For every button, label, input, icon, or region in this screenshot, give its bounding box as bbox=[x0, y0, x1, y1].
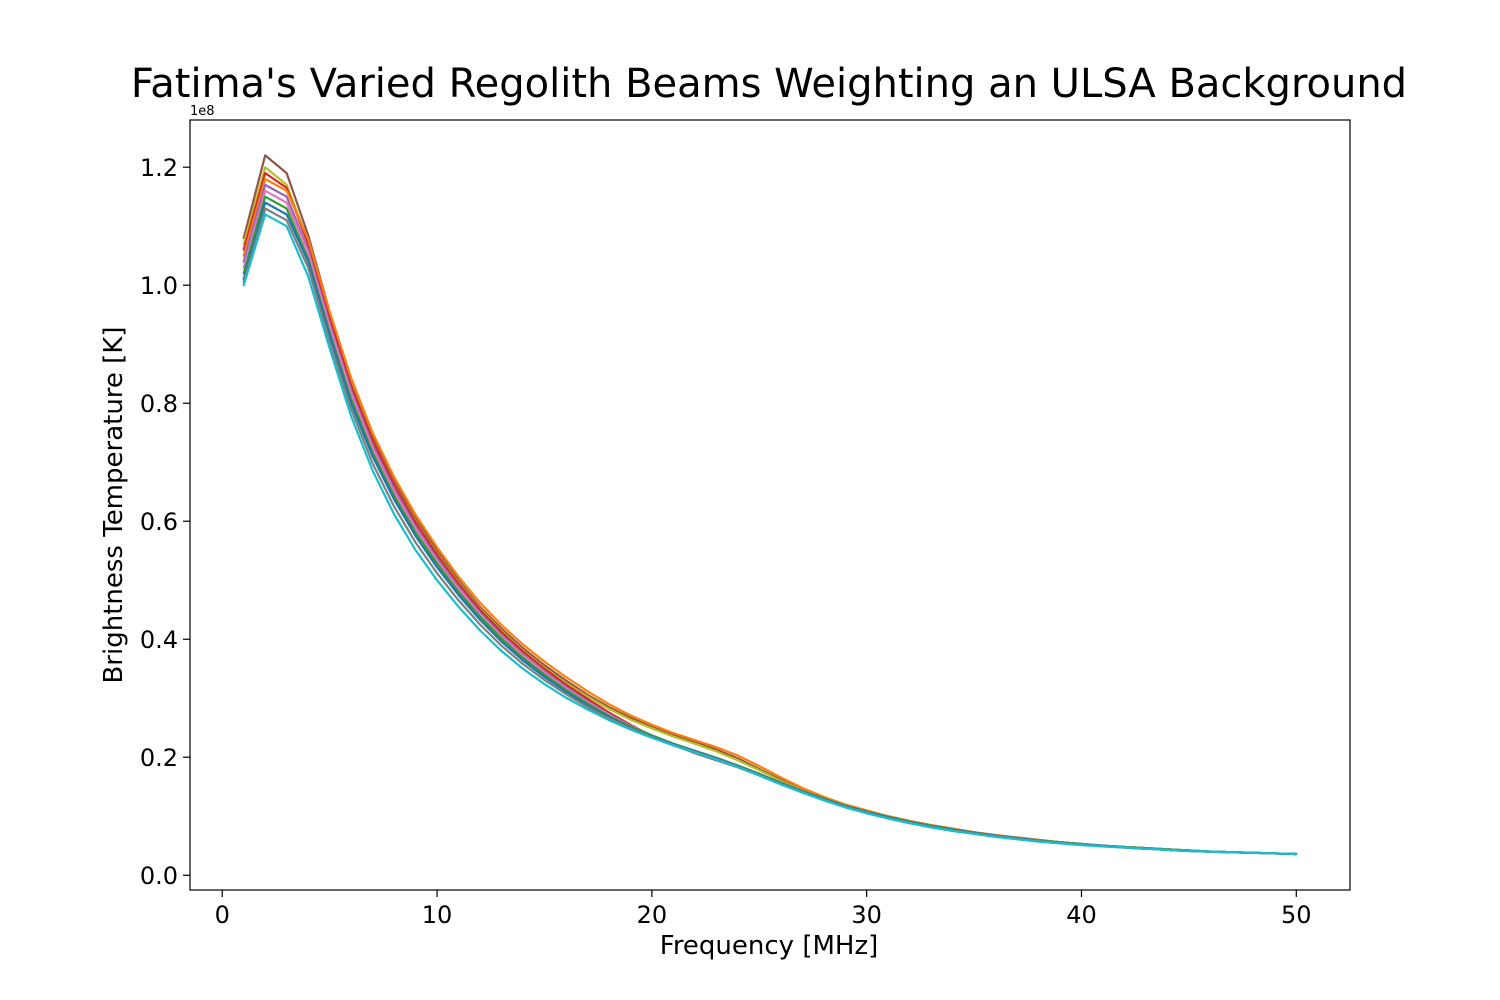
x-tick-label: 30 bbox=[851, 901, 882, 929]
y-axis-label: Brightness Temperature [K] bbox=[99, 326, 129, 683]
chart-title: Fatima's Varied Regolith Beams Weighting… bbox=[131, 61, 1407, 107]
y-tick-label: 0.0 bbox=[140, 862, 178, 890]
plot-frame bbox=[189, 119, 1351, 891]
x-tick-label: 0 bbox=[215, 901, 230, 929]
x-axis-label: Frequency [MHz] bbox=[660, 931, 879, 961]
series-layer bbox=[242, 154, 1298, 856]
x-tick-label: 50 bbox=[1281, 901, 1312, 929]
x-tick-label: 10 bbox=[422, 901, 453, 929]
y-tick-label: 0.4 bbox=[140, 626, 178, 654]
x-tick-label: 20 bbox=[637, 901, 668, 929]
series-line-10 bbox=[242, 213, 1298, 856]
y-tick-label: 1.2 bbox=[140, 154, 178, 182]
y-tick-label: 0.2 bbox=[140, 744, 178, 772]
y-tick-label: 0.6 bbox=[140, 508, 178, 536]
y-offset-label: 1e8 bbox=[190, 104, 215, 119]
x-axis: 0 10 20 30 40 50 bbox=[215, 890, 1312, 929]
y-axis: 0.0 0.2 0.4 0.6 0.8 1.0 1.2 bbox=[140, 154, 190, 890]
x-tick-label: 40 bbox=[1066, 901, 1097, 929]
y-tick-label: 0.8 bbox=[140, 390, 178, 418]
y-tick-label: 1.0 bbox=[140, 272, 178, 300]
